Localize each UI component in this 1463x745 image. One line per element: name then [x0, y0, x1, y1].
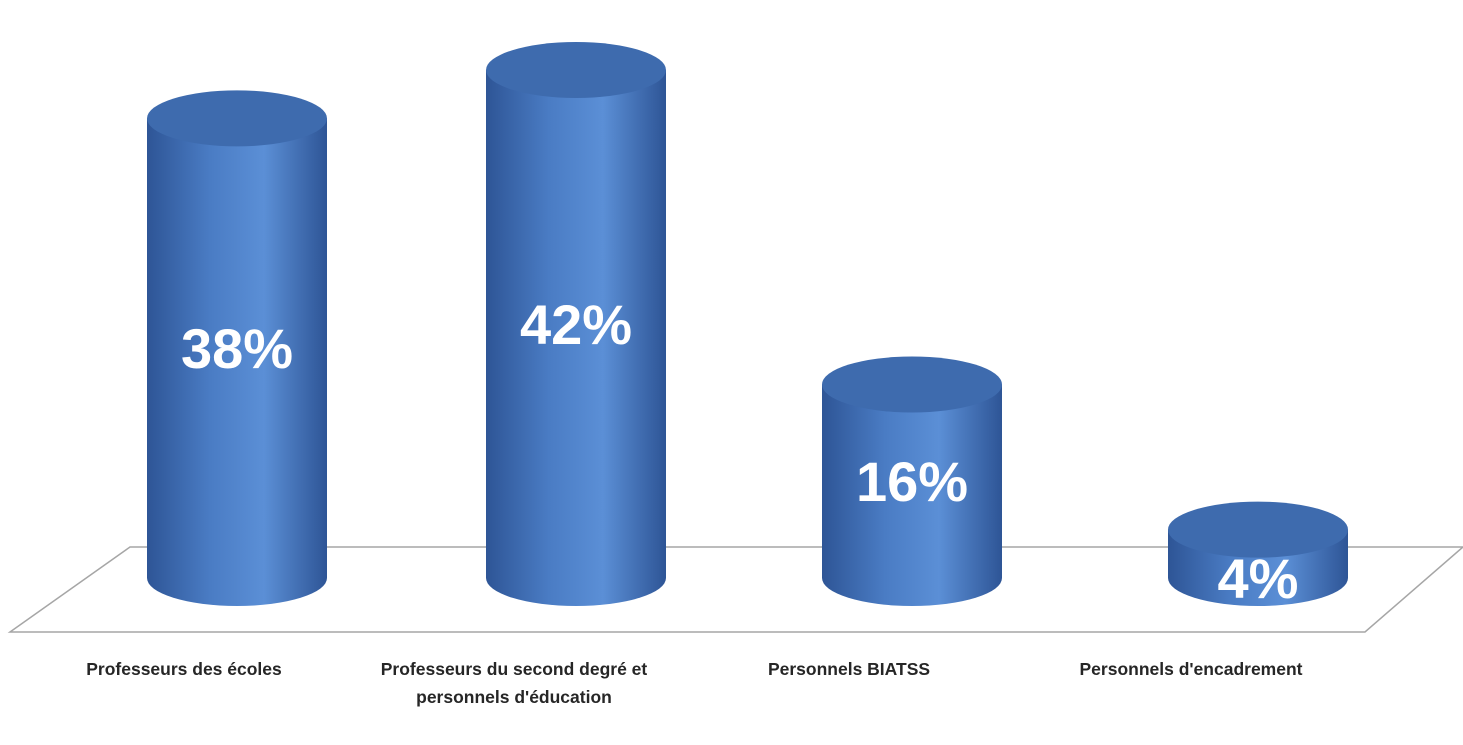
bar-professeurs-des-ecoles: 38%	[147, 90, 327, 606]
data-label-personnels-biatss: 16%	[856, 450, 968, 513]
cylinder-top	[486, 42, 666, 98]
bar-personnels-biatss: 16%	[822, 356, 1002, 606]
category-label-professeurs-du-second-degre: Professeurs du second degré et personnel…	[380, 659, 648, 707]
bar-personnels-d-encadrement: 4%	[1168, 501, 1348, 610]
bar-professeurs-du-second-degre: 42%	[486, 42, 666, 606]
category-label-professeurs-des-ecoles: Professeurs des écoles	[86, 659, 282, 679]
data-label-professeurs-des-ecoles: 38%	[181, 317, 293, 380]
cylinder-body	[486, 70, 666, 606]
category-label-personnels-biatss: Personnels BIATSS	[767, 659, 931, 679]
cylinder-body	[147, 118, 327, 606]
category-label-personnels-d-encadrement: Personnels d'encadrement	[1079, 659, 1303, 679]
cylinder-top	[147, 90, 327, 147]
cylinder-top	[822, 356, 1002, 413]
data-label-personnels-d-encadrement: 4%	[1218, 547, 1299, 610]
bar-series: 38% 42% 16% 4%	[147, 42, 1348, 610]
chart-floor	[7, 546, 1463, 633]
cylinder-top	[1168, 501, 1348, 558]
data-label-professeurs-du-second-degre: 42%	[520, 293, 632, 356]
cylinder-body	[822, 384, 1002, 606]
